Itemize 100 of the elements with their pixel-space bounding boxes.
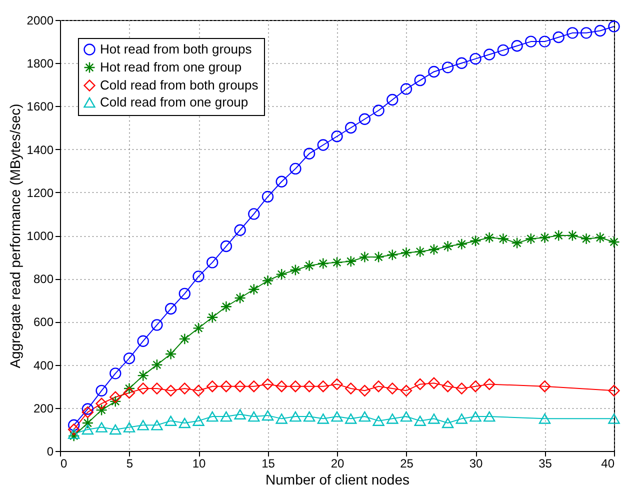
point	[414, 378, 426, 390]
point	[538, 232, 551, 244]
point	[608, 414, 620, 424]
point	[234, 409, 246, 420]
y-tick-label: 2000	[26, 14, 54, 28]
point	[456, 382, 468, 394]
point	[206, 411, 218, 422]
point	[511, 40, 523, 52]
point	[470, 380, 482, 392]
y-tick-label: 1400	[26, 142, 54, 157]
point	[400, 83, 412, 95]
x-tick-label: 5	[126, 456, 134, 470]
point	[151, 420, 163, 430]
point	[414, 74, 426, 86]
point	[580, 232, 592, 245]
y-tick-label: 1200	[26, 186, 54, 200]
point	[82, 424, 94, 435]
point	[123, 382, 136, 394]
point	[290, 264, 302, 276]
point	[123, 352, 136, 364]
point	[178, 333, 190, 345]
point	[608, 236, 620, 248]
point	[151, 319, 163, 331]
point	[317, 414, 329, 424]
point	[276, 414, 288, 424]
point	[220, 380, 232, 392]
point	[234, 380, 246, 392]
point	[511, 237, 523, 249]
x-tick-label: 20	[330, 456, 344, 470]
point	[96, 384, 108, 396]
point	[400, 411, 412, 422]
point	[331, 130, 343, 142]
point	[442, 62, 454, 74]
point	[110, 424, 122, 435]
point	[484, 48, 496, 60]
y-tick-label: 600	[33, 315, 54, 330]
point	[192, 270, 204, 282]
point	[386, 249, 398, 261]
point	[206, 312, 218, 324]
point	[262, 410, 274, 421]
point	[262, 274, 274, 287]
point	[372, 416, 384, 426]
point	[290, 411, 302, 422]
point	[358, 251, 371, 263]
point	[497, 44, 510, 56]
point	[276, 176, 288, 188]
x-tick-label: 30	[469, 456, 483, 470]
point	[68, 424, 80, 436]
point	[484, 411, 496, 422]
point	[442, 380, 454, 392]
point	[248, 208, 260, 220]
point	[566, 27, 578, 39]
point	[331, 378, 343, 390]
point	[220, 240, 232, 252]
point	[178, 418, 190, 428]
point	[386, 382, 398, 394]
point	[220, 300, 232, 312]
point	[358, 113, 371, 125]
point	[414, 246, 426, 258]
point	[317, 380, 329, 392]
legend-label: Cold read from both groups	[100, 78, 259, 92]
point	[442, 240, 454, 252]
point	[206, 256, 218, 268]
point	[538, 380, 551, 392]
legend-label: Cold read from one group	[100, 94, 248, 110]
y-axis-title: Aggregate read performance (MBytes/sec)	[6, 104, 23, 368]
point	[331, 256, 343, 268]
point	[386, 94, 398, 106]
point	[303, 380, 316, 392]
x-tick-label: 15	[262, 456, 276, 470]
point	[497, 232, 510, 245]
point	[580, 27, 592, 39]
point	[317, 258, 329, 270]
point	[470, 235, 482, 247]
point	[303, 411, 316, 422]
y-tick-label: 1000	[26, 229, 54, 243]
point	[192, 322, 204, 334]
point	[248, 380, 260, 392]
point	[68, 419, 80, 431]
point	[123, 386, 136, 399]
point	[386, 414, 398, 424]
point	[82, 417, 94, 429]
x-tick-label: 40	[601, 456, 615, 470]
point	[178, 382, 190, 394]
point	[372, 251, 384, 263]
point	[110, 391, 122, 403]
point	[137, 382, 149, 394]
point	[442, 418, 454, 428]
point	[137, 420, 149, 430]
point	[552, 230, 564, 242]
point	[428, 377, 440, 389]
point	[248, 411, 260, 422]
point	[82, 403, 94, 415]
point	[303, 260, 316, 272]
point	[358, 411, 371, 422]
point	[345, 382, 357, 394]
point	[372, 104, 384, 116]
point	[82, 406, 94, 418]
point	[525, 36, 537, 48]
point	[470, 52, 482, 65]
